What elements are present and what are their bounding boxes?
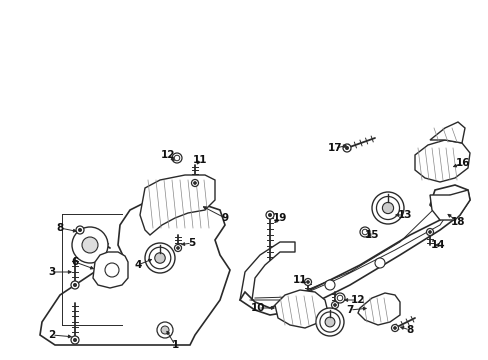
Circle shape — [304, 279, 311, 285]
Polygon shape — [93, 252, 128, 288]
Circle shape — [393, 327, 396, 329]
Polygon shape — [429, 122, 464, 143]
Polygon shape — [414, 140, 469, 182]
Text: 6: 6 — [71, 257, 79, 267]
Polygon shape — [429, 190, 469, 220]
Circle shape — [331, 301, 338, 309]
Circle shape — [345, 147, 348, 150]
Circle shape — [172, 153, 182, 163]
Circle shape — [73, 338, 77, 342]
Circle shape — [154, 253, 165, 263]
Circle shape — [78, 228, 81, 231]
Circle shape — [319, 312, 339, 332]
Circle shape — [427, 231, 430, 233]
Circle shape — [374, 258, 384, 268]
Circle shape — [76, 226, 84, 234]
Text: 1: 1 — [171, 340, 178, 350]
Circle shape — [71, 336, 79, 344]
Circle shape — [325, 280, 334, 290]
Text: 2: 2 — [48, 330, 56, 340]
Text: 15: 15 — [364, 230, 379, 240]
Polygon shape — [240, 185, 469, 315]
Text: 7: 7 — [346, 305, 353, 315]
Circle shape — [268, 213, 271, 217]
Text: 3: 3 — [48, 267, 56, 277]
Text: 5: 5 — [188, 238, 195, 248]
Text: 13: 13 — [397, 210, 411, 220]
Polygon shape — [140, 175, 215, 235]
Text: 17: 17 — [327, 143, 342, 153]
Text: 11: 11 — [292, 275, 306, 285]
Circle shape — [174, 155, 180, 161]
Circle shape — [193, 181, 196, 184]
Circle shape — [71, 281, 79, 289]
Polygon shape — [40, 195, 229, 345]
Text: 11: 11 — [192, 155, 207, 165]
Circle shape — [325, 317, 334, 327]
Circle shape — [105, 263, 119, 277]
Circle shape — [72, 227, 108, 263]
Text: 16: 16 — [455, 158, 469, 168]
Circle shape — [426, 229, 433, 235]
Text: 10: 10 — [250, 303, 264, 313]
Text: 19: 19 — [272, 213, 286, 223]
Circle shape — [82, 237, 98, 253]
Circle shape — [161, 326, 169, 334]
Circle shape — [371, 192, 403, 224]
Circle shape — [145, 243, 175, 273]
Text: 8: 8 — [56, 223, 63, 233]
Circle shape — [382, 202, 393, 213]
Circle shape — [337, 295, 342, 301]
Text: 12: 12 — [350, 295, 365, 305]
Circle shape — [176, 247, 179, 249]
Circle shape — [191, 180, 198, 186]
Circle shape — [157, 322, 173, 338]
Circle shape — [333, 303, 336, 306]
Text: 12: 12 — [161, 150, 175, 160]
Circle shape — [359, 227, 369, 237]
Circle shape — [376, 197, 399, 220]
Circle shape — [391, 324, 398, 332]
Polygon shape — [357, 293, 399, 325]
Circle shape — [265, 211, 273, 219]
Circle shape — [342, 144, 350, 152]
Polygon shape — [274, 290, 327, 328]
Text: 9: 9 — [221, 213, 228, 223]
Circle shape — [315, 308, 343, 336]
Circle shape — [362, 229, 367, 235]
Text: 14: 14 — [430, 240, 445, 250]
Circle shape — [149, 247, 170, 269]
Text: 8: 8 — [406, 325, 413, 335]
Text: 4: 4 — [134, 260, 142, 270]
Circle shape — [334, 293, 345, 303]
Text: 18: 18 — [450, 217, 464, 227]
Circle shape — [73, 283, 77, 287]
Circle shape — [306, 280, 309, 283]
Circle shape — [174, 244, 181, 252]
